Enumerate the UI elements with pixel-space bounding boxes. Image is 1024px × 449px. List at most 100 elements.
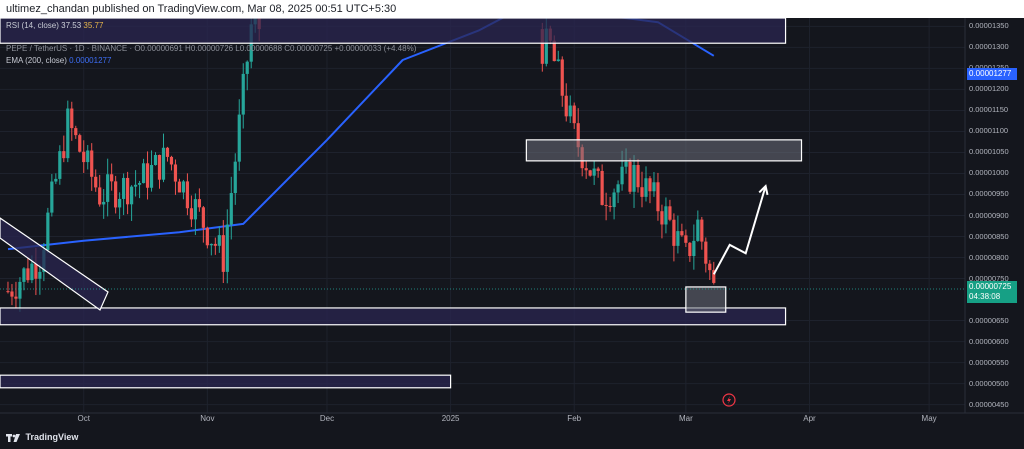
rsi-label: RSI (14, close) [6, 21, 59, 30]
candle-body [612, 192, 616, 208]
candle-body [213, 243, 217, 246]
candle-body [700, 219, 704, 242]
price-tick-label: 0.00000650 [969, 315, 1009, 325]
candle-body [66, 108, 70, 159]
ema-indicator-label[interactable]: EMA (200, close) 0.00001277 [6, 56, 111, 65]
candle-body [114, 181, 118, 208]
symbol-info[interactable]: PEPE / TetherUS · 1D · BINANCE · O0.0000… [6, 44, 416, 53]
price-zone [0, 307, 787, 326]
candle-body [133, 184, 138, 187]
candle-body [86, 150, 90, 163]
candle-body [624, 161, 628, 167]
candle-body [10, 291, 14, 297]
candle-body [556, 59, 560, 62]
candle-body [30, 263, 34, 281]
candle-body [620, 166, 624, 185]
candle-body [568, 105, 572, 117]
time-tick-label: Feb [567, 414, 582, 423]
candle-body [712, 270, 716, 283]
candle-body [604, 204, 608, 206]
rsi-indicator-label[interactable]: RSI (14, close) 37.53 35.77 [6, 21, 103, 30]
candle-body [221, 235, 225, 272]
candle-body [672, 219, 676, 246]
price-tick-label: 0.00000550 [969, 357, 1009, 367]
candle-body [680, 231, 684, 236]
candle-body [169, 156, 174, 165]
candle-body [90, 150, 94, 177]
candle-body [34, 263, 38, 279]
candle-body [636, 165, 640, 188]
price-tick-label: 0.00001300 [969, 42, 1009, 52]
candle-body [708, 263, 712, 271]
candle-body [173, 164, 178, 182]
candle-body [648, 178, 652, 192]
candle-body [688, 242, 692, 257]
ema-price-tag: 0.00001277 [967, 68, 1017, 80]
candle-body [229, 193, 233, 225]
candle-body [145, 163, 150, 188]
candle-body [205, 227, 209, 246]
candle-body [584, 168, 588, 171]
symbol-line: PEPE / TetherUS · 1D · BINANCE · O0.0000… [6, 44, 417, 53]
candle-body [106, 174, 110, 202]
candle-body [696, 219, 700, 241]
candle-body [22, 268, 26, 282]
price-chart[interactable] [0, 18, 1024, 449]
candle-body [118, 198, 122, 208]
candle-body [241, 73, 245, 115]
candle-body [209, 243, 213, 246]
candle-body [560, 59, 564, 96]
candle-body [161, 147, 166, 180]
candle-body [600, 170, 604, 205]
candle-body [38, 271, 42, 279]
candle-body [46, 212, 50, 251]
candle-body [544, 28, 548, 64]
lightning-icon[interactable] [722, 393, 736, 407]
candle-body [652, 182, 656, 192]
ema-label: EMA (200, close) [6, 56, 67, 65]
price-zone [525, 139, 803, 162]
time-tick-label: Oct [77, 414, 90, 423]
ema-value: 0.00001277 [69, 56, 112, 65]
candle-body [225, 224, 229, 272]
candle-body [126, 177, 130, 205]
candle-body [141, 163, 146, 184]
time-tick-label: Dec [319, 414, 335, 423]
current-price: 0.00000725 [969, 282, 1012, 291]
price-tick-label: 0.00001150 [969, 105, 1009, 115]
candle-body [596, 168, 600, 171]
candle-body [201, 207, 205, 228]
candle-body [153, 154, 158, 166]
tradingview-brand[interactable]: TradingView [6, 432, 78, 442]
candle-body [94, 176, 98, 188]
candle-body [564, 95, 568, 117]
candle-body [616, 184, 620, 193]
candle-body [664, 206, 668, 225]
candle-body [217, 235, 221, 246]
projection-arrowhead [758, 184, 769, 196]
candle-body [684, 235, 688, 243]
candle-body [245, 61, 249, 74]
candle-body [54, 178, 58, 182]
price-zone [0, 374, 452, 389]
candle-body [704, 241, 708, 264]
candle-body [74, 128, 78, 136]
candle-body [110, 174, 114, 182]
candle-body [233, 161, 237, 194]
candle-body [692, 240, 696, 257]
candle-body [26, 268, 30, 281]
price-tick-label: 0.00000500 [969, 378, 1009, 388]
price-tick-label: 0.00000900 [969, 210, 1009, 220]
price-tick-label: 0.00000800 [969, 252, 1009, 262]
candle-body [588, 170, 592, 176]
time-tick-label: 2025 [441, 414, 460, 423]
rsi-value-1: 37.53 [61, 21, 82, 30]
price-tick-label: 0.00001050 [969, 147, 1009, 157]
price-tick-label: 0.00000750 [969, 273, 1009, 283]
publisher-bar: ultimez_chandan published on TradingView… [0, 0, 1024, 18]
candle-body [102, 201, 106, 205]
candle-body [644, 178, 648, 197]
price-tick-label: 0.00000450 [969, 399, 1009, 409]
chart-area[interactable]: RSI (14, close) 37.53 35.77 PEPE / Tethe… [0, 18, 1024, 449]
candle-body [129, 186, 134, 205]
